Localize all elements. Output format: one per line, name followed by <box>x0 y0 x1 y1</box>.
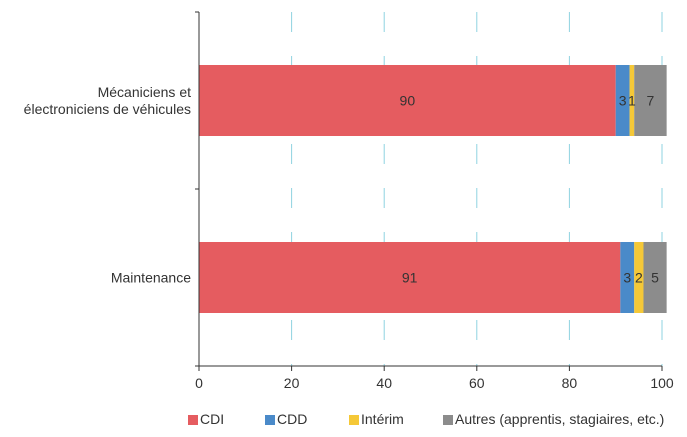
x-tick-label-100: 100 <box>650 375 674 391</box>
legend-swatch-3 <box>443 415 453 425</box>
data-label-0-0: 90 <box>400 93 416 109</box>
category-label-0-1: électroniciens de véhicules <box>24 101 191 117</box>
data-label-0-1: 91 <box>402 270 418 286</box>
data-label-3-1: 5 <box>651 270 659 286</box>
bar-segment-2-0 <box>629 65 635 136</box>
x-tick-label-80: 80 <box>562 375 578 391</box>
bar-segment-3-1 <box>643 242 667 313</box>
bar-segment-1-0 <box>615 65 630 136</box>
legend-label-1: CDD <box>277 411 307 427</box>
bar-segment-3-0 <box>634 65 667 136</box>
x-tick-label-20: 20 <box>284 375 300 391</box>
bar-segment-1-1 <box>620 242 635 313</box>
bars <box>199 65 667 313</box>
data-label-1-0: 3 <box>619 93 627 109</box>
x-tick-label-40: 40 <box>376 375 392 391</box>
x-tick-label-60: 60 <box>469 375 485 391</box>
data-labels: 90 3 1 791 3 2 5 <box>400 93 660 286</box>
legend-swatch-1 <box>265 415 275 425</box>
category-label-0-0: Mécaniciens et <box>98 84 191 100</box>
data-label-2-1: 2 <box>635 270 643 286</box>
data-label-2-0: 1 <box>628 93 636 109</box>
bar-segment-2-1 <box>634 242 644 313</box>
x-tick-label-0: 0 <box>195 375 203 391</box>
bar-segment-0-1 <box>199 242 621 313</box>
bar-segment-0-0 <box>199 65 616 136</box>
legend-label-2: Intérim <box>361 411 404 427</box>
legend: CDI CDD Intérim Autres (apprentis, stagiair… <box>188 411 664 427</box>
category-label-1-0: Maintenance <box>111 270 191 286</box>
legend-swatch-2 <box>349 415 359 425</box>
legend-swatch-0 <box>188 415 198 425</box>
legend-label-3: Autres (apprentis, stagiaires, etc.) <box>455 411 664 427</box>
data-label-1-1: 3 <box>623 270 631 286</box>
legend-label-0: CDI <box>200 411 224 427</box>
data-label-3-0: 7 <box>647 93 655 109</box>
